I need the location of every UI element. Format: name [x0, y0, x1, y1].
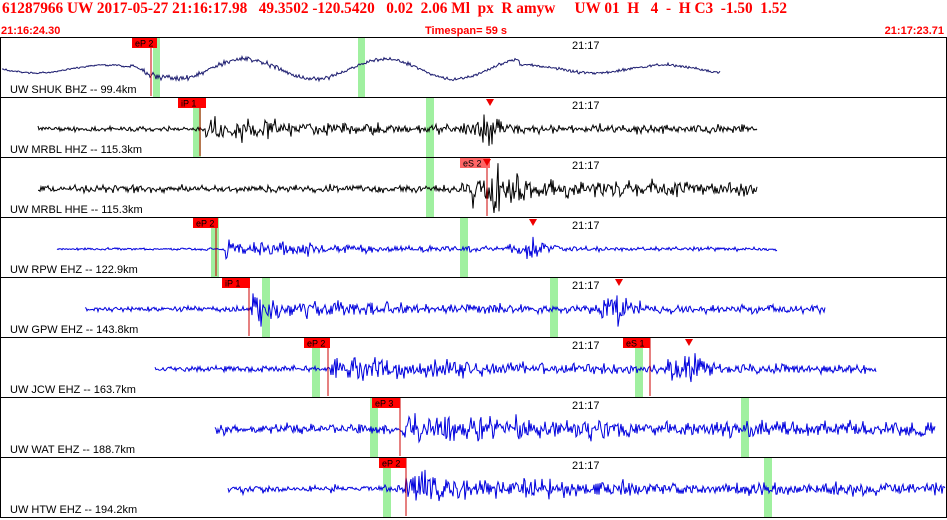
pick-window-highlight	[635, 338, 643, 397]
pick-window-highlight	[312, 338, 320, 397]
pick-flag[interactable]	[132, 38, 157, 48]
trace-panel[interactable]: 21:17 eP 3 UW WAT EHZ -- 188.7km	[0, 397, 947, 458]
pick-window-highlight	[370, 398, 378, 457]
station-label: UW WAT EHZ -- 188.7km	[10, 444, 135, 456]
trace-panel[interactable]: 21:17 eP 2 UW RPW EHZ -- 122.9km	[0, 217, 947, 278]
window-end-time: 21:17:23.71	[884, 25, 944, 37]
pick-label: eP 3	[375, 399, 393, 409]
station-label: UW JCW EHZ -- 163.7km	[10, 384, 136, 396]
time-mark-label: 21:17	[572, 40, 600, 52]
pick-label: eS 2	[463, 159, 482, 169]
pick-flag[interactable]	[623, 338, 650, 348]
pick-label: eP 2	[382, 459, 400, 469]
waveform-trace[interactable]	[154, 353, 877, 383]
waveform-trace[interactable]	[227, 469, 946, 502]
seismogram-panel[interactable]: 21:17 eP 2 UW SHUK BHZ -- 99.4km 21:17 iP 1 U…	[0, 37, 947, 520]
trace-panel[interactable]: 21:17 iP 1 UW MRBL HHZ -- 115.3km	[0, 97, 947, 158]
waveform-trace[interactable]	[84, 293, 826, 327]
waveform-trace[interactable]	[56, 236, 778, 261]
pick-label: eP 2	[135, 39, 153, 49]
time-mark-label: 21:17	[572, 220, 600, 232]
trace-panel[interactable]: 21:17 eS 2 UW MRBL HHE -- 115.3km	[0, 157, 947, 218]
waveform-trace[interactable]	[214, 413, 936, 444]
station-label: UW MRBL HHE -- 115.3km	[10, 204, 143, 216]
pick-flag[interactable]	[304, 338, 330, 348]
trace-panel[interactable]: 21:17 eP 2 UW HTW EHZ -- 194.2km	[0, 457, 947, 518]
pick-window-highlight	[211, 218, 219, 277]
time-mark-label: 21:17	[572, 100, 600, 112]
pick-window-highlight	[383, 458, 391, 517]
pick-window-highlight	[426, 158, 434, 217]
waveform-trace[interactable]	[1, 55, 721, 83]
pick-label: eP 2	[307, 339, 325, 349]
waveform-trace[interactable]	[37, 163, 758, 214]
trace-panel[interactable]: 21:17 eP 2 UW SHUK BHZ -- 99.4km	[0, 37, 947, 98]
waveform-trace[interactable]	[37, 114, 758, 146]
trace-panel[interactable]: 21:17 eP 2 eS 1 UW JCW EHZ -- 163.7km	[0, 337, 947, 398]
predicted-arrival-marker[interactable]	[486, 99, 494, 106]
time-mark-label: 21:17	[572, 460, 600, 472]
pick-label: iP 1	[225, 279, 240, 289]
station-label: UW MRBL HHZ -- 115.3km	[10, 144, 142, 156]
time-mark-label: 21:17	[572, 160, 600, 172]
pick-window-highlight	[550, 278, 558, 337]
event-header: 61287966 UW 2017-05-27 21:16:17.98 49.35…	[0, 0, 947, 37]
timespan-label: Timespan= 59 s	[425, 25, 508, 37]
time-mark-label: 21:17	[572, 280, 600, 292]
event-summary: 61287966 UW 2017-05-27 21:16:17.98 49.35…	[2, 0, 788, 17]
pick-window-highlight	[262, 278, 270, 337]
station-label: UW RPW EHZ -- 122.9km	[10, 264, 138, 276]
predicted-arrival-marker[interactable]	[685, 339, 693, 346]
station-label: UW GPW EHZ -- 143.8km	[10, 324, 138, 336]
pick-label: eP 2	[196, 219, 214, 229]
panel-border	[0, 217, 947, 278]
station-label: UW HTW EHZ -- 194.2km	[10, 504, 137, 516]
pick-window-highlight	[193, 98, 201, 157]
trace-panel[interactable]: 21:17 iP 1 UW GPW EHZ -- 143.8km	[0, 277, 947, 338]
pick-label: iP 1	[181, 99, 196, 109]
time-mark-label: 21:17	[572, 400, 600, 412]
predicted-arrival-marker[interactable]	[483, 159, 491, 166]
pick-flag[interactable]	[372, 398, 400, 408]
pick-window-highlight	[460, 218, 468, 277]
pick-flag[interactable]	[193, 218, 218, 228]
pick-label: eS 1	[626, 339, 645, 349]
pick-window-highlight	[358, 38, 365, 97]
panel-border	[0, 337, 947, 398]
pick-flag[interactable]	[379, 458, 406, 468]
pick-flag[interactable]	[460, 158, 490, 168]
predicted-arrival-marker[interactable]	[615, 279, 623, 286]
predicted-arrival-marker[interactable]	[529, 219, 537, 226]
pick-flag[interactable]	[178, 98, 206, 108]
window-start-time: 21:16:24.30	[1, 25, 61, 37]
pick-flag[interactable]	[222, 278, 250, 288]
time-mark-label: 21:17	[572, 340, 600, 352]
station-label: UW SHUK BHZ -- 99.4km	[10, 84, 137, 96]
pick-window-highlight	[741, 398, 749, 457]
pick-window-highlight	[153, 38, 160, 97]
